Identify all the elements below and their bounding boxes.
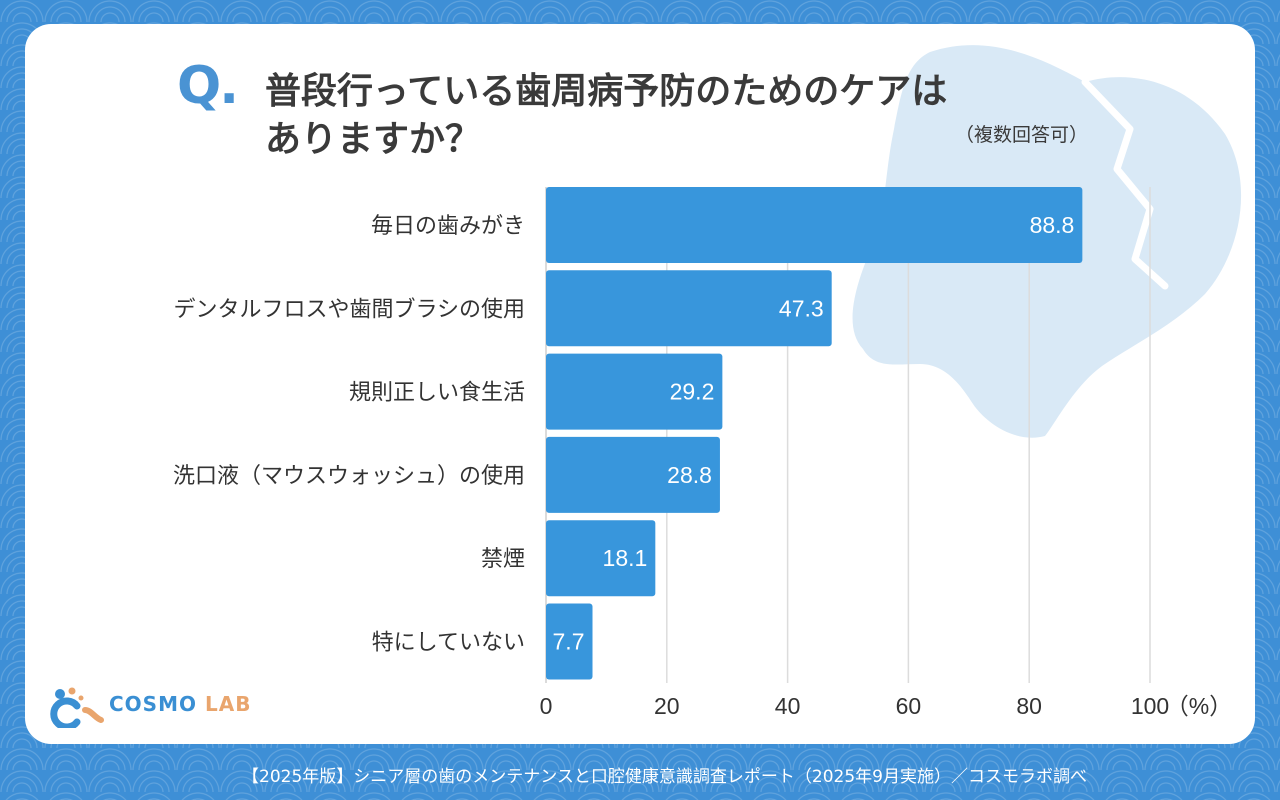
logo-text: COSMO LAB xyxy=(109,692,251,716)
bar xyxy=(546,520,656,597)
bar-value-label: 28.8 xyxy=(667,462,712,488)
category-label: 特にしていない xyxy=(372,631,525,656)
question-title-line1: 普段行っている歯周病予防のためのケアは xyxy=(265,71,948,112)
question-mark-label: Q. xyxy=(177,56,239,116)
bar-value-label: 7.7 xyxy=(553,629,585,655)
bar xyxy=(546,436,720,513)
source-footer: 【2025年版】シニア層の歯のメンテナンスと口腔健康意識調査レポート（2025年… xyxy=(242,767,1088,787)
multiple-answer-note: （複数回答可） xyxy=(955,124,1089,146)
bar-value-label: 88.8 xyxy=(1030,212,1075,238)
x-tick-label: 20 xyxy=(654,693,680,719)
category-label: 毎日の歯みがき xyxy=(371,214,525,239)
x-tick-label: 0 xyxy=(540,693,553,719)
bar-value-label: 29.2 xyxy=(670,379,715,405)
x-tick-label: 100 xyxy=(1131,693,1169,719)
category-label: デンタルフロスや歯間ブラシの使用 xyxy=(173,297,525,322)
bar xyxy=(546,187,1083,263)
card: Q. 普段行っている歯周病予防のためのケアは ありますか？ （複数回答可） 0 2… xyxy=(25,24,1255,744)
bar-value-label: 18.1 xyxy=(603,545,648,571)
bar-chart: 0 20 40 60 80 100（%） 88.8 毎日の歯みがき 47.3 デンタルフロスや歯間… xyxy=(173,187,1232,719)
bar xyxy=(546,270,832,347)
x-tick-label: 60 xyxy=(896,693,922,719)
cosmo-lab-logo: COSMO LAB xyxy=(47,684,257,731)
question-title: 普段行っている歯周病予防のためのケアは ありますか？ xyxy=(265,68,1125,164)
bar xyxy=(546,603,593,680)
bar xyxy=(546,353,723,430)
question-title-line2: ありますか？ xyxy=(265,119,482,160)
bar-value-label: 47.3 xyxy=(779,295,824,321)
category-label: 禁煙 xyxy=(481,547,525,572)
category-label: 規則正しい食生活 xyxy=(349,381,525,406)
x-tick-label: 80 xyxy=(1016,693,1042,719)
x-tick-label: 40 xyxy=(775,693,801,719)
logo-mark-icon xyxy=(50,687,104,731)
category-label: 洗口液（マウスウォッシュ）の使用 xyxy=(173,464,525,489)
logo-word-cosmo: COSMO xyxy=(109,692,197,716)
x-axis-unit-label: （%） xyxy=(1166,693,1232,719)
logo-word-lab: LAB xyxy=(204,692,252,716)
